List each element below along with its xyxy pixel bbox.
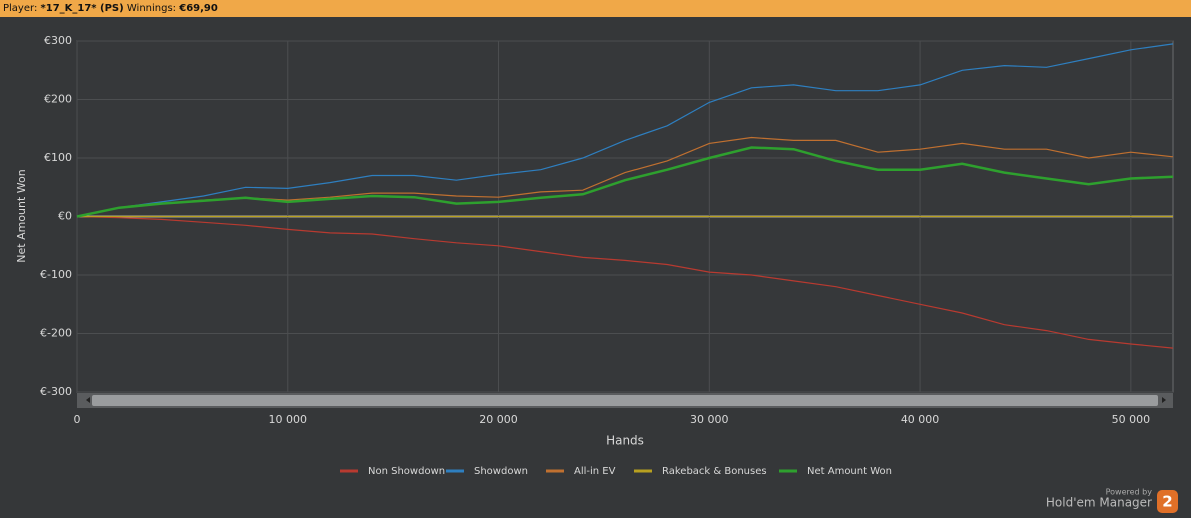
series-line <box>76 146 1174 218</box>
y-axis-label: Net Amount Won <box>15 169 28 262</box>
scroll-right[interactable] <box>1162 397 1166 403</box>
x-tick-label: 10 000 <box>269 413 308 426</box>
y-tick-label: €-100 <box>40 268 72 281</box>
series-line <box>76 43 1174 218</box>
y-tick-label: €0 <box>58 210 72 223</box>
scroll-thumb[interactable] <box>92 395 1158 406</box>
y-tick-label: €100 <box>44 151 72 164</box>
chart: Net Amount Won Hands Powered by Hold'em … <box>15 34 1178 513</box>
y-tick-label: €300 <box>44 34 72 47</box>
badge <box>1157 490 1178 513</box>
legend-label: Showdown <box>474 466 528 477</box>
x-tick-label: 20 000 <box>479 413 518 426</box>
powered-by: Powered by <box>1106 488 1153 497</box>
series-line <box>76 215 1174 349</box>
winnings-label: Winnings: <box>126 3 177 14</box>
x-tick-label: 30 000 <box>690 413 729 426</box>
y-tick-label: €-200 <box>40 327 72 340</box>
x-axis-label: Hands <box>606 434 644 448</box>
x-tick-label: 0 <box>74 413 81 426</box>
scroll-left[interactable] <box>86 397 90 403</box>
legend-label: All-in EV <box>574 466 616 477</box>
player-label: Player: <box>3 3 38 14</box>
x-tick-label: 40 000 <box>901 413 940 426</box>
player: *17_K_17* (PS) <box>40 3 124 14</box>
y-tick-label: €-300 <box>40 385 72 398</box>
product-name: Hold'em Manager <box>1046 496 1152 510</box>
y-tick-label: €200 <box>44 93 72 106</box>
badge-text: 2 <box>1162 493 1172 511</box>
winnings: €69,90 <box>179 3 218 14</box>
legend-label: Non Showdown <box>368 466 445 477</box>
legend-label: Rakeback & Bonuses <box>662 466 767 477</box>
x-tick-label: 50 000 <box>1112 413 1151 426</box>
legend-label: Net Amount Won <box>807 466 892 477</box>
header: Player: *17_K_17* (PS) Winnings: €69,90 <box>0 0 1191 17</box>
